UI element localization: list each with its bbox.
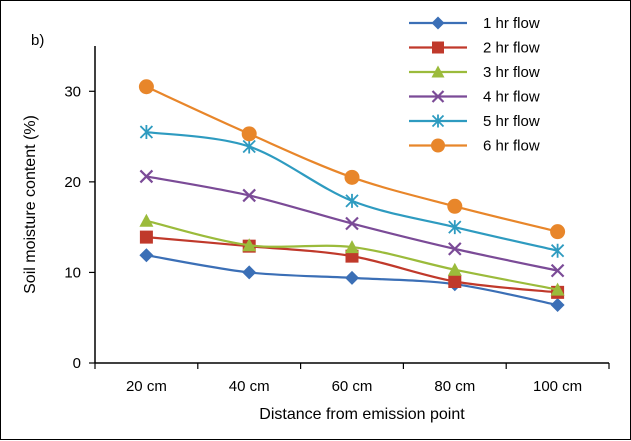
series-6 — [138, 79, 566, 240]
series-4 — [139, 169, 565, 278]
x-tick-label: 20 cm — [126, 378, 167, 395]
x-tick-label: 100 cm — [533, 378, 582, 395]
data-point — [550, 224, 566, 240]
legend-label: 4 hr flow — [483, 89, 540, 106]
data-point — [345, 193, 359, 208]
data-point — [550, 298, 565, 313]
data-point — [447, 262, 462, 276]
x-tick-label: 80 cm — [434, 378, 475, 395]
legend-label: 3 hr flow — [483, 64, 540, 81]
legend-marker — [432, 41, 444, 54]
data-point — [242, 188, 256, 203]
series-3 — [139, 213, 565, 296]
legend-item: 2 hr flow — [409, 40, 540, 57]
data-point — [138, 79, 154, 95]
y-axis-title: Soil moisture content (%) — [22, 115, 39, 294]
y-tick-label: 10 — [64, 264, 81, 281]
y-tick-label: 0 — [73, 355, 81, 372]
axes: 0 10 20 30 20 cm 40 cm 60 cm 80 cm 100 cm — [64, 46, 610, 395]
data-point — [242, 265, 257, 280]
data-point — [550, 243, 565, 258]
data-point — [447, 198, 463, 214]
data-point — [139, 213, 154, 227]
legend-marker — [431, 16, 445, 30]
legend-label: 5 hr flow — [483, 113, 540, 130]
legend-marker — [431, 90, 445, 103]
legend-marker — [431, 114, 445, 128]
x-tick-label: 60 cm — [332, 378, 373, 395]
data-point — [448, 220, 462, 235]
legend-item: 4 hr flow — [409, 89, 540, 106]
legend-label: 6 hr flow — [483, 138, 540, 155]
data-point — [550, 282, 565, 296]
data-point — [139, 230, 153, 244]
data-point — [139, 248, 154, 263]
legend-label: 2 hr flow — [483, 40, 540, 57]
data-point — [241, 126, 257, 142]
legend-item: 1 hr flow — [409, 15, 540, 32]
series-line — [145, 85, 558, 233]
data-point — [139, 125, 154, 140]
data-point — [345, 270, 359, 285]
legend-item: 3 hr flow — [409, 64, 540, 81]
legend-item: 5 hr flow — [409, 113, 540, 130]
data-point — [242, 139, 256, 154]
y-tick-label: 20 — [64, 174, 81, 191]
legend-item: 6 hr flow — [409, 138, 540, 155]
legend-marker — [431, 138, 445, 153]
data-point — [242, 238, 257, 252]
data-point — [345, 240, 359, 254]
legend-marker — [431, 65, 445, 78]
x-tick-label: 40 cm — [229, 378, 270, 395]
data-point — [448, 242, 462, 256]
legend: 1 hr flow 2 hr flow 3 hr flow 4 hr flow 5 hr… — [409, 15, 540, 155]
data-point — [448, 274, 462, 288]
data-point — [344, 169, 360, 185]
series-5 — [139, 125, 565, 258]
series-layer — [138, 79, 566, 313]
legend-label: 1 hr flow — [483, 15, 540, 32]
panel-label: b) — [31, 32, 44, 49]
data-point — [139, 169, 154, 184]
x-axis-title: Distance from emission point — [259, 406, 465, 423]
data-point — [345, 216, 359, 231]
y-tick-label: 30 — [64, 83, 81, 100]
data-point — [550, 263, 565, 278]
